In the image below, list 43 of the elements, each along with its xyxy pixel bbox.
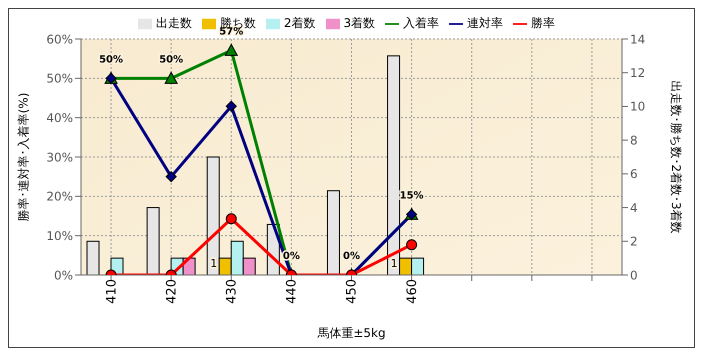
y2-tick-label: 6 [630, 167, 638, 182]
data-label: 1 [390, 257, 398, 270]
bar [146, 207, 160, 275]
data-label: 50% [159, 54, 184, 66]
legend-label: 出走数 [156, 16, 192, 30]
y2-tick-label: 4 [630, 200, 638, 215]
bar [326, 190, 340, 275]
bar [86, 240, 100, 275]
legend-label: 勝率 [531, 16, 556, 30]
y-tick-label: 0% [54, 268, 73, 282]
point [226, 100, 237, 112]
point [164, 72, 178, 84]
y2-tick-label: 2 [630, 234, 638, 249]
point [166, 171, 177, 182]
data-label: 0% [343, 251, 360, 262]
x-tick-label: 450 [344, 279, 360, 304]
legend-label: 入着率 [403, 16, 440, 30]
x-tick-label: 410 [104, 279, 120, 304]
legend-label: 3着数 [344, 16, 376, 30]
y2-tick-label: 12 [630, 66, 646, 80]
y-axis-title: 勝率･連対率･入着率(%) [16, 92, 30, 222]
x-tick-label: 420 [164, 279, 180, 304]
y2-tick-label: 0 [630, 268, 638, 282]
x-axis-title: 馬体重±5kg [316, 326, 386, 340]
y-tick-label: 50% [46, 72, 73, 86]
y-tick-label: 10% [46, 228, 73, 243]
y2-tick-label: 14 [630, 32, 646, 46]
y-tick-label: 20% [46, 190, 73, 204]
legend-label: 2着数 [284, 16, 316, 30]
x-tick-label: 430 [224, 279, 240, 304]
y2-tick-label: 10 [630, 100, 646, 114]
y-tick-label: 60% [46, 32, 73, 46]
y2-tick-label: 8 [630, 133, 638, 148]
y-tick-label: 30% [46, 150, 73, 164]
data-label: 15% [400, 190, 424, 202]
y2-axis-title: 出走数･勝ち数･2着数･3着数 [668, 80, 683, 234]
x-tick-label: 460 [404, 279, 420, 304]
data-label: 50% [99, 54, 124, 66]
data-label: 1 [210, 257, 218, 270]
legend-label: 連対率 [467, 16, 504, 30]
point [224, 44, 238, 56]
x-tick-label: 440 [284, 279, 300, 304]
y-tick-label: 40% [46, 110, 73, 125]
